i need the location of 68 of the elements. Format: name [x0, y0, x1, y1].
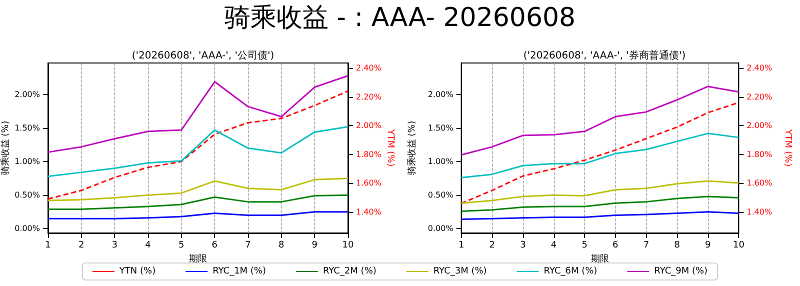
chart-title: 骑乘收益 - : AAA- 20260608: [224, 3, 576, 33]
y2-axis-title: YTM (%): [384, 128, 395, 167]
x-tick-label: 2: [78, 240, 84, 250]
y-tick-label: 0.50%: [14, 190, 40, 200]
y2-tick-label: 1.60%: [356, 178, 382, 188]
x-tick-label: 7: [643, 240, 650, 250]
y2-tick-label: 2.00%: [746, 121, 772, 130]
y-axis-title: 骑乘收益 (%): [0, 120, 12, 176]
x-tick-label: 5: [582, 240, 588, 250]
y-axis-title: 骑乘收益 (%): [406, 120, 418, 176]
legend-label: RYC_1M (%): [212, 266, 266, 276]
y-tick-label: 1.00%: [428, 157, 454, 166]
line-series: [460, 196, 740, 212]
line-series: [47, 126, 349, 178]
x-tick-label: 10: [342, 240, 354, 250]
y-tick-label: 0.00%: [14, 224, 40, 234]
y2-tick-label: 2.40%: [356, 64, 382, 73]
x-tick-label: 1: [45, 240, 51, 250]
y-tick-label: 0.50%: [428, 190, 454, 200]
x-tick-label: 3: [520, 240, 526, 250]
line-series: [460, 211, 740, 220]
y-tick-label: 1.50%: [428, 124, 454, 133]
y2-tick-label: 2.20%: [746, 92, 772, 102]
x-axis-title: 期限: [189, 253, 207, 264]
chart-subtitle: ('20260608', 'AAA-', '券商普通债'): [523, 50, 686, 62]
y2-tick-label: 1.60%: [746, 178, 772, 188]
line-series: [460, 86, 740, 156]
x-tick-label: 10: [732, 240, 745, 250]
legend-label: RYC_2M (%): [322, 266, 376, 276]
y-tick-label: 1.50%: [14, 124, 40, 133]
line-series: [47, 194, 349, 210]
y2-tick-label: 1.40%: [356, 207, 382, 216]
y2-tick-label: 1.40%: [746, 207, 772, 216]
x-tick-label: 6: [612, 240, 619, 250]
x-tick-label: 9: [312, 240, 318, 250]
x-tick-label: 9: [705, 240, 711, 250]
y2-tick-label: 1.80%: [746, 150, 772, 159]
line-series: [460, 180, 740, 204]
y2-tick-label: 1.80%: [356, 150, 382, 159]
legend-label: RYC_3M (%): [433, 266, 487, 276]
x-tick-label: 8: [278, 240, 284, 250]
x-tick-label: 8: [674, 240, 680, 250]
y2-tick-label: 2.40%: [746, 64, 772, 73]
y-tick-label: 0.00%: [428, 224, 454, 234]
line-series: [47, 90, 349, 200]
y-tick-label: 2.00%: [428, 90, 454, 100]
x-tick-label: 4: [145, 240, 152, 250]
y2-axis-title: YTM (%): [782, 128, 792, 167]
y-tick-label: 2.00%: [14, 90, 40, 100]
line-series: [47, 178, 349, 202]
x-tick-label: 3: [112, 240, 118, 250]
chart-subtitle: ('20260608', 'AAA-', '公司债'): [132, 50, 274, 62]
x-tick-label: 5: [178, 240, 184, 250]
x-tick-label: 1: [458, 240, 464, 250]
legend-label: YTN (%): [118, 266, 156, 276]
line-series: [47, 74, 349, 153]
x-tick-label: 6: [212, 240, 218, 250]
line-series: [460, 132, 740, 178]
x-tick-label: 7: [245, 240, 251, 250]
y2-tick-label: 2.20%: [356, 92, 382, 102]
y2-tick-label: 2.00%: [356, 121, 382, 130]
x-tick-label: 4: [550, 240, 557, 250]
legend-label: RYC_6M (%): [544, 266, 598, 276]
x-tick-label: 2: [489, 240, 495, 250]
line-series: [47, 211, 349, 220]
legend-label: RYC_9M (%): [654, 266, 708, 276]
y-tick-label: 1.00%: [14, 157, 40, 166]
x-axis-title: 期限: [591, 253, 609, 264]
